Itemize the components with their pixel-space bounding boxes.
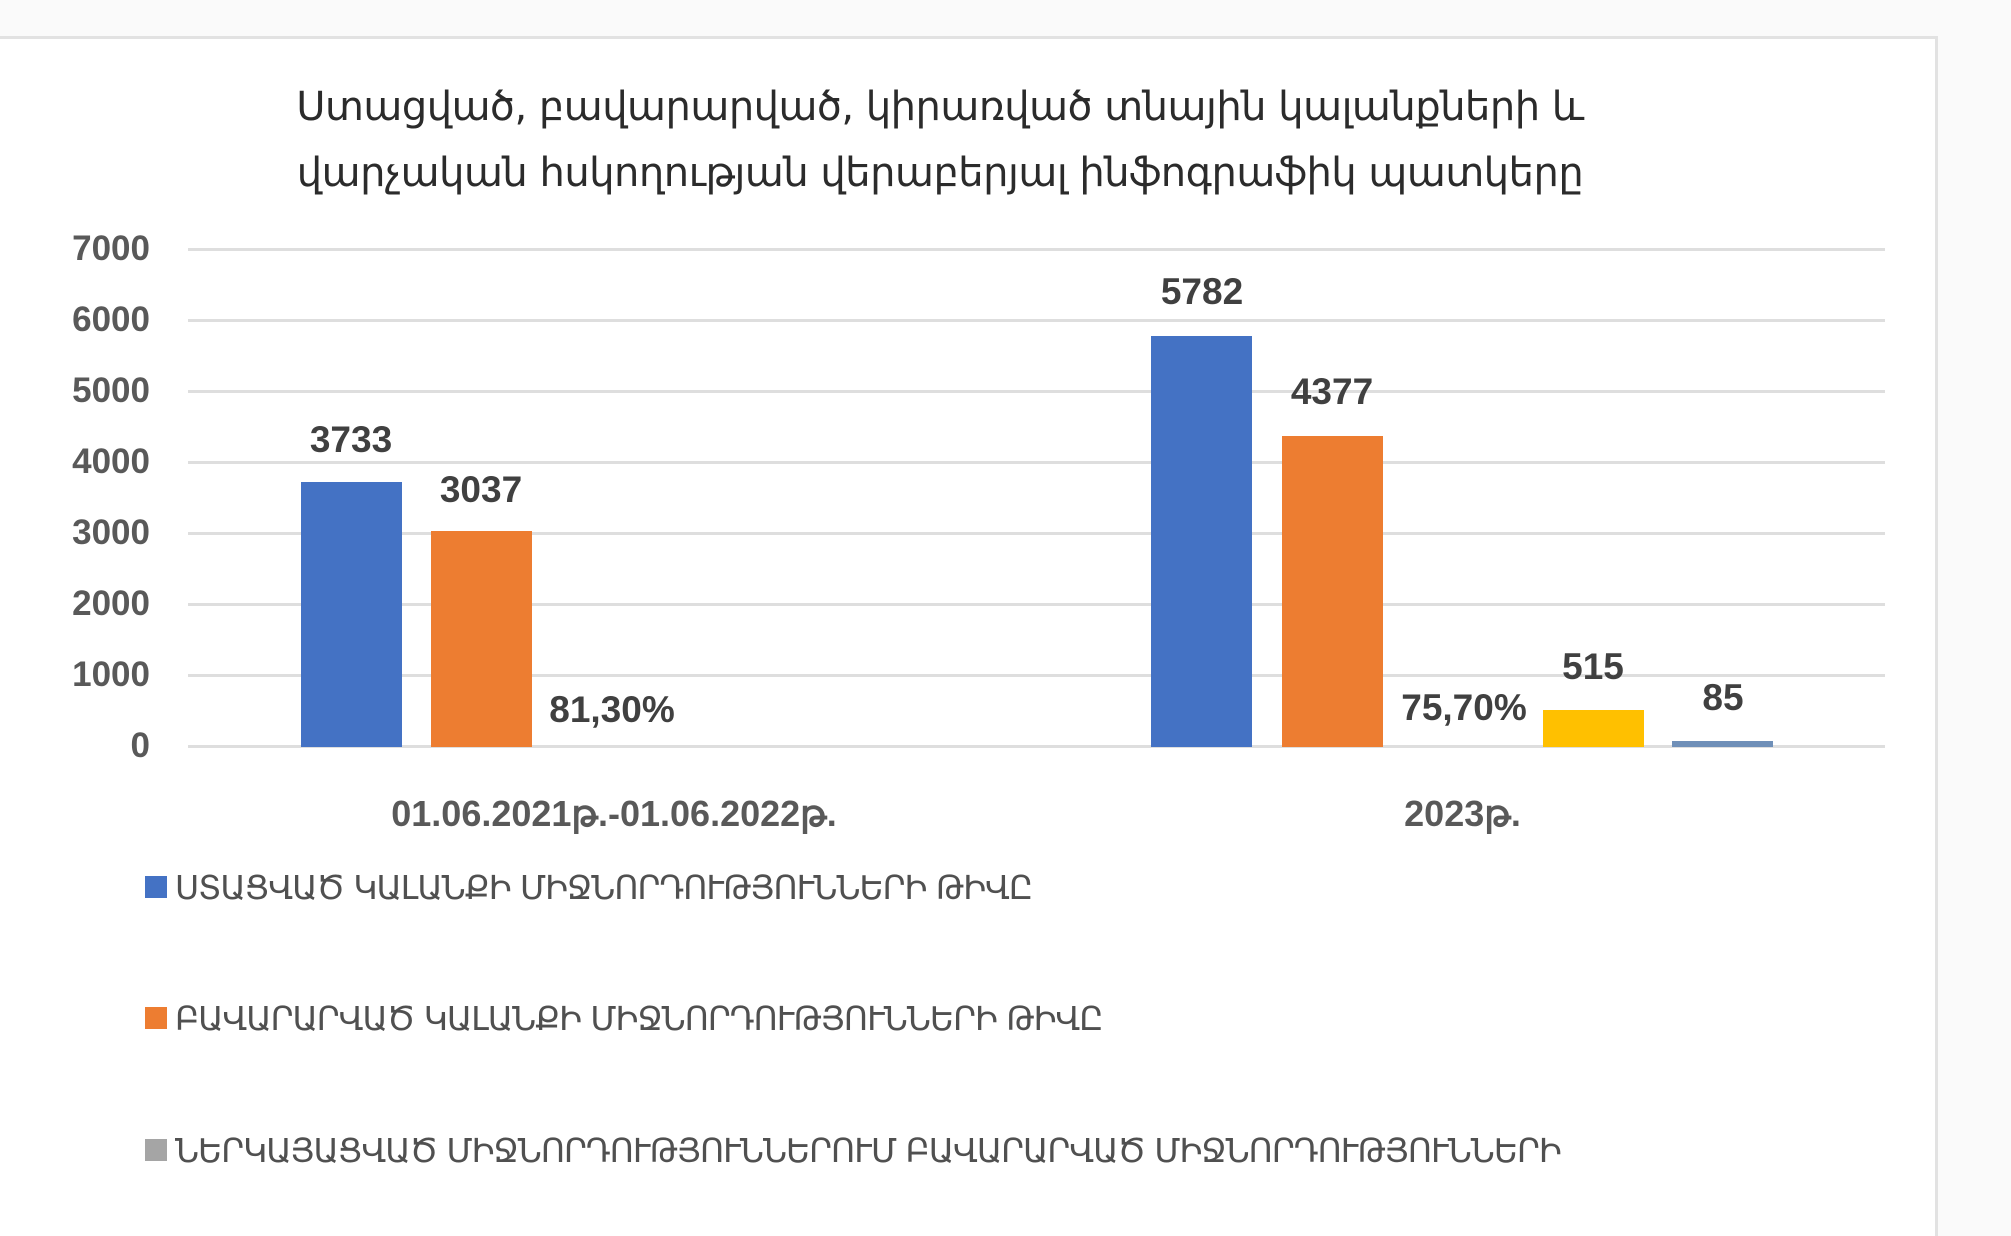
data-label-satisfied-2021-2022: 3037 [439,469,523,510]
y-tick-0: 0 [130,726,150,765]
y-tick-4000: 4000 [72,442,150,481]
data-label-series4-2023: 515 [1562,646,1624,687]
y-tick-6000: 6000 [72,300,150,339]
x-axis-baseline [188,745,1885,748]
gridline [188,603,1885,606]
y-tick-2000: 2000 [72,584,150,623]
legend-label-received: ՍՏԱՑՎԱԾ ԿԱԼԱՆՔԻ ՄԻՋՆՈՐԴՈՒԹՅՈՒՆՆԵՐԻ ԹԻՎԸ [175,867,1033,907]
legend-swatch-blue-icon [145,876,167,898]
bar-received-2021-2022 [301,482,402,747]
data-label-percent-2023: 75,70% [1401,687,1527,728]
bar-satisfied-2023 [1282,436,1383,747]
data-label-satisfied-2023: 4377 [1290,371,1374,412]
gridline [188,674,1885,677]
bar-series5-2023 [1672,741,1773,747]
gridline [188,248,1885,251]
legend-swatch-orange-icon [145,1007,167,1029]
y-tick-7000: 7000 [72,229,150,268]
bar-satisfied-2021-2022 [431,531,532,747]
bar-series4-2023 [1543,710,1644,747]
category-label-2023: 2023թ. [1404,793,1521,834]
legend-item-received: ՍՏԱՑՎԱԾ ԿԱԼԱՆՔԻ ՄԻՋՆՈՐԴՈՒԹՅՈՒՆՆԵՐԻ ԹԻՎԸ [145,867,1033,907]
gridline [188,390,1885,393]
data-label-percent-2021-2022: 81,30% [549,689,675,730]
gridline [188,319,1885,322]
chart-title: Ստացված, բավարարված, կիրառված տնային կալ… [220,74,1660,206]
gridline [188,461,1885,464]
y-tick-3000: 3000 [72,513,150,552]
data-label-received-2023: 5782 [1160,271,1244,312]
legend-item-percent: ՆԵՐԿԱՅԱՑՎԱԾ ՄԻՋՆՈՐԴՈՒԹՅՈՒՆՆԵՐՈՒՄ ԲԱՎԱՐԱՐ… [145,1130,1562,1170]
chart-title-line-1: Ստացված, բավարարված, կիրառված տնային կալ… [296,84,1584,130]
y-tick-5000: 5000 [72,371,150,410]
y-tick-1000: 1000 [72,655,150,694]
legend-label-satisfied: ԲԱՎԱՐԱՐՎԱԾ ԿԱԼԱՆՔԻ ՄԻՋՆՈՐԴՈՒԹՅՈՒՆՆԵՐԻ ԹԻ… [175,998,1103,1038]
data-label-series5-2023: 85 [1702,677,1744,718]
legend-swatch-gray-icon [145,1139,167,1161]
legend-label-percent: ՆԵՐԿԱՅԱՑՎԱԾ ՄԻՋՆՈՐԴՈՒԹՅՈՒՆՆԵՐՈՒՄ ԲԱՎԱՐԱՐ… [175,1130,1562,1170]
data-label-received-2021-2022: 3733 [309,419,393,460]
chart-card [0,36,1938,1236]
legend-item-satisfied: ԲԱՎԱՐԱՐՎԱԾ ԿԱԼԱՆՔԻ ՄԻՋՆՈՐԴՈՒԹՅՈՒՆՆԵՐԻ ԹԻ… [145,998,1103,1038]
category-label-2021-2022: 01.06.2021թ.-01.06.2022թ. [391,793,837,834]
chart-title-line-2: վարչական հսկողության վերաբերյալ ինֆոգրաֆ… [296,150,1584,196]
bar-received-2023 [1151,336,1252,747]
gridline [188,532,1885,535]
